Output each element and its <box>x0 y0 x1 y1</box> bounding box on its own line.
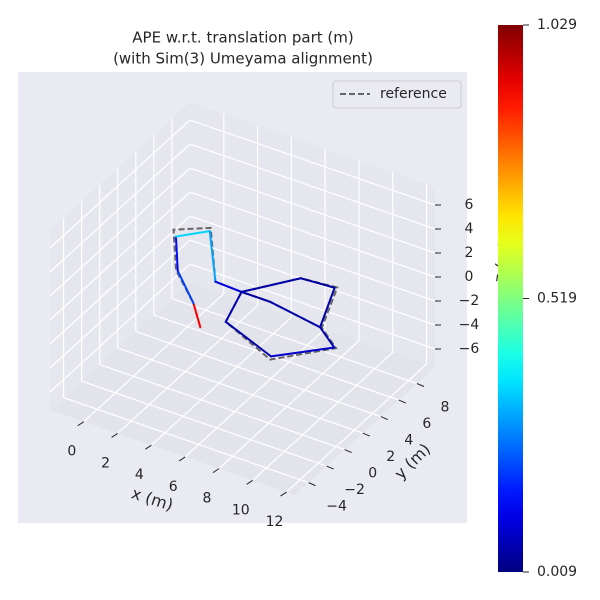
tick-mark <box>111 433 118 438</box>
z-tick-label: 0 <box>465 269 474 285</box>
grid-line <box>153 314 400 401</box>
tick-mark <box>77 421 85 427</box>
tick-mark <box>362 432 370 437</box>
z-tick-label: 2 <box>465 245 474 261</box>
trajectory-segment <box>270 346 336 358</box>
y-tick-label: 6 <box>422 416 431 432</box>
x-tick-label: 10 <box>232 502 250 518</box>
grid-line <box>49 191 191 321</box>
y-tick-label: −4 <box>326 499 347 515</box>
tick-mark <box>246 479 254 485</box>
tick-mark <box>308 482 316 487</box>
grid-line <box>49 263 191 393</box>
tick-mark <box>280 491 287 497</box>
trajectory-segment <box>319 326 336 349</box>
trajectory-segment <box>240 277 302 293</box>
tick-mark <box>212 468 220 474</box>
grid-line <box>189 263 436 350</box>
tick-mark <box>326 465 334 470</box>
trajectory-segment <box>299 277 336 289</box>
y-tick-label: 0 <box>368 466 377 482</box>
colorbar <box>498 25 523 572</box>
y-tick-label: −2 <box>344 482 365 498</box>
grid-line <box>135 330 382 418</box>
trajectory-segment <box>240 290 272 303</box>
colorbar-tick-label: 1.029 <box>537 17 577 33</box>
grid-line <box>99 364 345 451</box>
chart-subtitle: (with Sim(3) Umeyama alignment) <box>113 50 373 68</box>
x-tick-label: 2 <box>101 455 110 471</box>
z-tick-label: −2 <box>459 293 480 309</box>
y-tick-label: 4 <box>404 433 413 449</box>
trajectory-segment <box>224 320 273 358</box>
grid-line <box>117 305 258 434</box>
grid-line <box>252 351 394 481</box>
trajectory-segment <box>174 235 179 272</box>
trajectory-segment <box>214 280 243 293</box>
grid-line <box>81 380 327 467</box>
trajectory-segment <box>319 286 336 329</box>
grid-line <box>150 316 292 446</box>
tick-mark <box>380 416 389 421</box>
grid-line <box>63 397 309 484</box>
tick-mark <box>398 399 407 404</box>
grid-line <box>49 119 191 249</box>
legend: reference <box>332 80 462 109</box>
trajectory-segment <box>174 230 211 238</box>
legend-label: reference <box>380 86 447 102</box>
colorbar-tick-label: 0.519 <box>537 291 577 307</box>
tick-mark <box>416 383 425 387</box>
trajectory-segment <box>224 290 243 323</box>
x-tick-label: 4 <box>135 467 144 483</box>
grid-line <box>286 363 427 493</box>
chart-title: APE w.r.t. translation part (m) <box>132 29 353 47</box>
grid-line <box>49 167 191 297</box>
z-tick-label: 4 <box>465 221 474 237</box>
grid-line <box>189 167 436 254</box>
y-tick-label: 2 <box>386 449 395 465</box>
trajectory-segment <box>176 269 195 305</box>
grid-line <box>189 191 436 278</box>
scene <box>49 102 441 497</box>
x-tick-label: 8 <box>203 491 212 507</box>
grid-line <box>189 119 436 206</box>
colorbar-tick-label: 0.009 <box>537 564 577 580</box>
z-tick-label: −6 <box>459 341 480 357</box>
grid-line <box>49 215 191 345</box>
legend-box <box>332 80 462 109</box>
grid-line <box>184 328 326 458</box>
tick-mark <box>178 456 186 462</box>
grid-line <box>189 215 436 302</box>
x-tick-label: 12 <box>266 514 284 530</box>
trajectory-segment <box>208 230 217 283</box>
grid-line <box>83 293 225 423</box>
x-tick-label: 6 <box>169 479 178 495</box>
grid-line <box>49 239 191 369</box>
z-tick-label: −4 <box>459 317 480 333</box>
trajectory-segment <box>269 300 322 329</box>
tick-mark <box>145 444 152 450</box>
grid-line <box>171 297 418 385</box>
z-tick-label: 6 <box>465 197 474 213</box>
x-tick-label: 0 <box>67 444 76 460</box>
grid-line <box>117 347 363 434</box>
grid-line <box>189 143 436 230</box>
y-tick-label: 8 <box>440 400 449 416</box>
trajectory-segment <box>192 302 202 329</box>
grid-line <box>218 340 360 470</box>
tick-mark <box>344 449 352 454</box>
grid-line <box>49 143 191 273</box>
